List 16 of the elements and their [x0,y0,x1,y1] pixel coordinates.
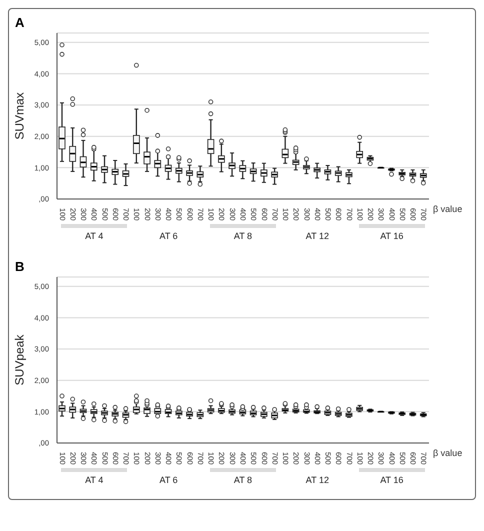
text: AT 4 [84,231,104,241]
y-axis-title: SUVmax [12,92,26,140]
chart-title: A [15,15,24,30]
text: AT 16 [379,231,404,241]
chart-title: B [15,259,24,274]
text: AT 6 [158,231,179,241]
text: AT 12 [304,475,330,485]
text: AT 4 [84,475,104,485]
text: AT 12 [304,231,330,241]
text: AT 6 [158,475,179,485]
x-axis-title: β value [433,448,462,458]
text: AT 8 [232,475,254,485]
x-axis-title: β value [433,204,462,214]
text: AT 8 [232,231,254,241]
y-axis-title: SUVpeak [12,334,26,386]
text: AT 16 [379,475,404,485]
